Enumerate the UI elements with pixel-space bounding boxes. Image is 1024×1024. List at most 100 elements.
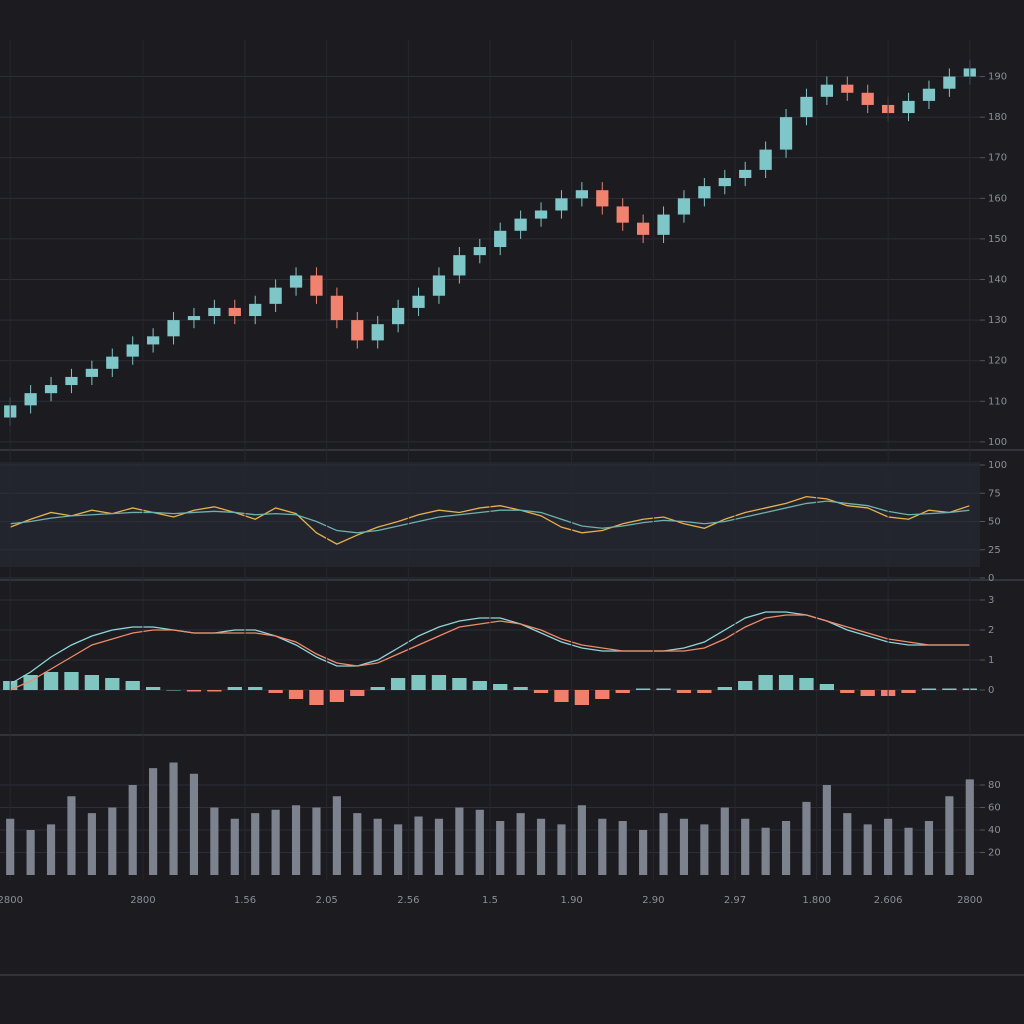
histogram-bar bbox=[676, 690, 692, 693]
y-tick-label: 0 bbox=[988, 573, 994, 584]
candle-body bbox=[698, 186, 711, 199]
histogram-bar bbox=[227, 687, 242, 690]
volume-bar bbox=[598, 818, 607, 875]
volume-bar bbox=[884, 818, 893, 875]
volume-bar bbox=[189, 773, 199, 875]
histogram-bar bbox=[758, 675, 773, 690]
histogram-bar bbox=[43, 672, 59, 690]
volume-bar bbox=[496, 821, 505, 875]
histogram-bar bbox=[840, 690, 855, 693]
histogram-bar bbox=[554, 690, 569, 702]
candle-body bbox=[208, 307, 221, 317]
candle-body bbox=[473, 247, 486, 256]
histogram-bar bbox=[145, 687, 161, 690]
candle-body bbox=[861, 92, 874, 105]
histogram-bar bbox=[574, 690, 590, 705]
volume-bar bbox=[455, 807, 464, 875]
histogram-bar bbox=[513, 687, 528, 690]
volume-bar bbox=[924, 821, 934, 875]
volume-bar bbox=[659, 813, 668, 875]
y-tick-label: 20 bbox=[988, 848, 1001, 859]
histogram-bar bbox=[656, 688, 671, 690]
volume-bar bbox=[291, 805, 301, 875]
candle-body bbox=[534, 210, 548, 219]
y-tick-label: 160 bbox=[988, 193, 1007, 204]
histogram-bar bbox=[370, 687, 385, 690]
volume-bar bbox=[577, 805, 586, 875]
candle-body bbox=[249, 303, 262, 317]
candle-body bbox=[289, 275, 303, 288]
candle-body bbox=[228, 307, 241, 317]
y-tick-label: 130 bbox=[988, 315, 1007, 326]
volume-bar bbox=[251, 813, 260, 875]
candle-body bbox=[596, 190, 609, 207]
histogram-bar bbox=[84, 675, 100, 690]
y-tick-label: 190 bbox=[988, 72, 1007, 83]
candle-body bbox=[392, 307, 405, 325]
volume-bar bbox=[332, 796, 341, 875]
volume-bar bbox=[6, 818, 15, 875]
histogram-bar bbox=[635, 688, 651, 690]
x-tick-label: 1.800 bbox=[802, 895, 831, 906]
candle-body bbox=[453, 255, 466, 276]
histogram-bar bbox=[431, 675, 447, 690]
volume-bar bbox=[108, 807, 117, 875]
histogram-bar bbox=[921, 688, 937, 690]
volume-bar bbox=[904, 827, 913, 875]
histogram-bar bbox=[390, 678, 406, 690]
volume-bar bbox=[557, 824, 566, 875]
volume-bar bbox=[863, 824, 872, 875]
histogram-bar bbox=[472, 681, 487, 690]
y-tick-label: 25 bbox=[988, 545, 1001, 556]
y-tick-label: 60 bbox=[988, 803, 1001, 814]
y-tick-label: 150 bbox=[988, 234, 1007, 245]
histogram-bar bbox=[288, 690, 304, 699]
y-tick-label: 80 bbox=[988, 780, 1001, 791]
volume-bar bbox=[149, 768, 158, 875]
volume-bar bbox=[169, 762, 178, 875]
x-tick-label: 2.05 bbox=[316, 895, 338, 906]
volume-bar bbox=[965, 779, 974, 875]
x-tick-label: 2.90 bbox=[642, 895, 664, 906]
volume-bar bbox=[414, 816, 423, 875]
volume-bar bbox=[210, 807, 219, 875]
candle-body bbox=[44, 385, 58, 394]
volume-bar bbox=[312, 807, 321, 875]
volume-bar bbox=[679, 818, 689, 875]
y-tick-label: 120 bbox=[988, 356, 1007, 367]
volume-bar bbox=[741, 818, 750, 875]
histogram-bar bbox=[717, 687, 732, 690]
histogram-bar bbox=[799, 678, 814, 690]
candle-body bbox=[432, 275, 446, 296]
volume-bar bbox=[822, 785, 831, 875]
candle-body bbox=[800, 96, 813, 118]
volume-bar bbox=[639, 830, 648, 875]
x-tick-label: 1.90 bbox=[561, 895, 583, 906]
candle-body bbox=[412, 295, 425, 308]
candle-body bbox=[85, 368, 98, 377]
histogram-bar bbox=[493, 684, 508, 690]
candle-body bbox=[106, 356, 119, 369]
volume-bar bbox=[394, 824, 403, 875]
y-tick-label: 50 bbox=[988, 517, 1001, 528]
candle-body bbox=[902, 100, 915, 114]
candle-body bbox=[269, 287, 282, 304]
y-tick-label: 3 bbox=[988, 595, 994, 606]
x-tick-label: 2.56 bbox=[397, 895, 419, 906]
candle-body bbox=[575, 190, 588, 199]
volume-bar bbox=[843, 813, 852, 875]
candle-body bbox=[494, 230, 507, 248]
volume-bar bbox=[720, 807, 729, 875]
histogram-bar bbox=[533, 690, 549, 693]
histogram-bar bbox=[615, 690, 630, 693]
histogram-bar bbox=[738, 681, 753, 690]
histogram-bar bbox=[105, 678, 120, 690]
y-tick-label: 180 bbox=[988, 112, 1007, 123]
histogram-bar bbox=[942, 688, 957, 690]
candle-body bbox=[555, 198, 568, 211]
candle-body bbox=[514, 218, 527, 231]
histogram-bar bbox=[186, 690, 202, 692]
x-tick-label: 1.5 bbox=[482, 895, 498, 906]
volume-bar bbox=[271, 809, 280, 875]
volume-bar bbox=[87, 813, 96, 875]
